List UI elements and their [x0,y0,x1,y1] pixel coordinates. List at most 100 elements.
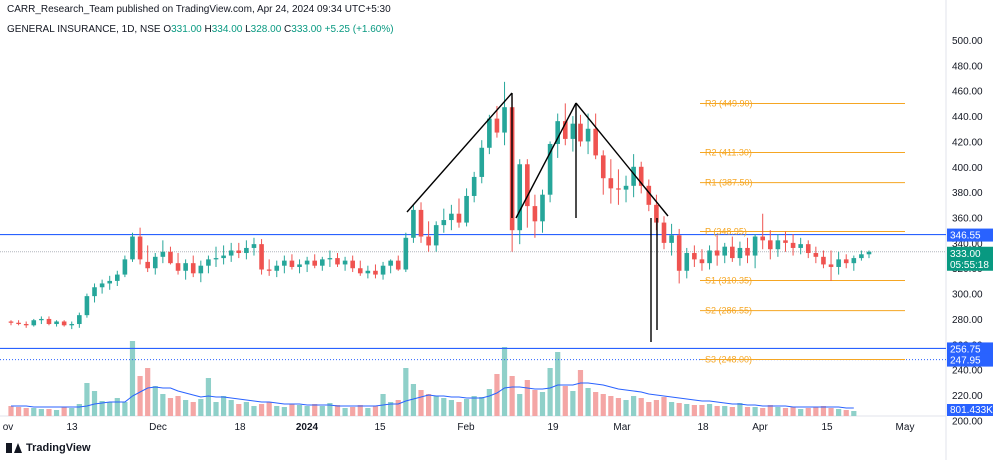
volume-bar [281,407,287,416]
volume-bar [372,406,379,416]
high-label: H [204,24,212,35]
pivot-label: S2 (286.55) [705,306,752,316]
candle-body [623,185,629,190]
volume-ma-line [11,382,854,409]
candle-body [304,260,310,265]
tradingview-brand[interactable]: TradingView [6,442,91,454]
candle-body [775,240,781,250]
volume-bar [266,402,272,416]
volume-bar [805,408,811,416]
volume-bar [463,399,470,416]
change-value: +5.25 (+1.60%) [324,24,394,35]
candle-body [137,236,143,260]
volume-bar [61,407,67,416]
candle-body [160,251,166,257]
candle-body [654,204,659,223]
volume-bar [782,408,789,416]
candle-body [456,213,462,223]
candle-body [152,256,158,269]
volume-bar [198,399,204,416]
volume-bar [486,389,492,416]
volume-bar [357,405,363,416]
candle-body [54,321,59,325]
volume-bar [319,406,325,416]
x-tick-label: May [896,422,915,433]
volume-bar [137,376,143,416]
candle-body [540,194,545,222]
volume-bar [114,398,120,416]
candle-body [8,321,14,323]
volume-bar [608,396,614,416]
candle-body [213,258,219,260]
volume-bar [767,405,773,416]
candle-body [228,250,234,256]
volume-value-tag: 801.433K [950,405,993,416]
symbol-name: GENERAL INSURANCE, 1D, NSE [7,24,161,35]
volume-bar [820,406,827,416]
volume-bar [684,404,690,416]
x-tick-label: Dec [149,422,167,433]
candle-body [350,260,355,269]
candle-body [236,250,242,254]
candle-body [206,259,211,266]
y-tick-label: 460.00 [952,87,983,98]
candle-body [107,280,113,284]
y-tick-label: 360.00 [952,214,983,225]
candle-body [357,268,363,274]
volume-bar [775,407,781,416]
volume-bar [471,396,477,416]
volume-bar [456,402,462,416]
x-tick-label: 2024 [296,422,319,433]
candle-body [274,265,280,271]
candle-body [646,185,652,205]
last-price-tag: 333.00 [950,249,981,260]
pivot-label: R1 (387.50) [705,178,753,188]
candle-body [259,244,264,270]
volume-bar [760,408,766,416]
candle-body [684,253,690,271]
candle-body [745,247,750,256]
high-value: 334.00 [211,24,243,35]
volume-bar [706,404,713,416]
y-tick-label: 300.00 [952,290,983,301]
candle-body [661,222,667,243]
volume-bar [494,374,500,416]
volume-bar [441,398,447,416]
y-tick-label: 380.00 [952,188,983,199]
candle-body [578,123,583,142]
volume-bar [129,341,136,416]
volume-bar [167,398,174,416]
pivot-label: R2 (411.30) [705,147,752,157]
candle-body [327,258,333,260]
candle-body [145,261,150,269]
publisher-text: CARR_Research_Team published on TradingV… [7,4,391,15]
volume-bar [107,402,113,416]
volume-bar [145,368,151,416]
candle-body [547,143,553,195]
volume-bar [23,408,29,416]
candle-body [115,274,120,281]
candle-body [297,264,302,267]
volume-bar [228,400,234,416]
candle-body [585,128,591,142]
volume-bar [403,368,409,416]
volume-bar [836,409,842,416]
y-tick-label: 500.00 [952,36,983,47]
candle-body [479,147,485,177]
level-price-tag: 256.75 [950,344,981,355]
tradingview-logo-icon [6,443,22,453]
x-tick-label: 15 [821,422,833,433]
candle-body [190,263,196,274]
volume-bar [668,402,675,416]
volume-bar [175,396,181,416]
volume-bar [152,386,158,416]
candle-body [525,164,530,207]
level-price-tag-bg [947,228,993,242]
volume-bar [851,411,857,416]
brand-text: TradingView [26,442,91,454]
y-tick-label: 240.00 [952,366,983,377]
volume-bar [539,392,546,416]
volume-bar [334,405,341,416]
volume-bar [243,402,249,416]
